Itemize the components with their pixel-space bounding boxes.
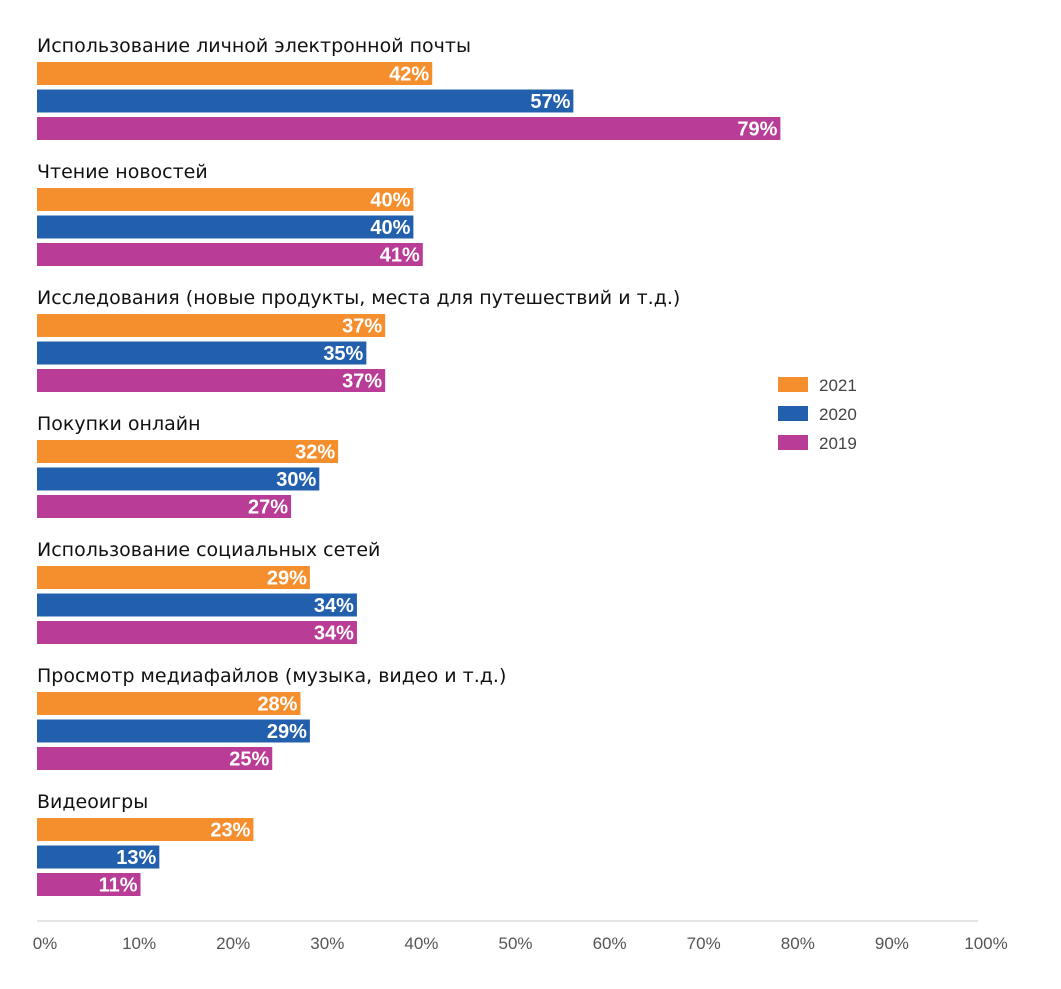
- bar-value-label: 34%: [314, 595, 354, 617]
- bar-value-label: 57%: [530, 91, 570, 113]
- bar-group: Видеоигры 23% 13% 11%: [37, 791, 254, 897]
- bar-value-label: 37%: [342, 371, 382, 393]
- bar-value-label: 11%: [99, 875, 138, 897]
- bar-2019: [37, 621, 357, 644]
- legend-label: 2019: [819, 434, 857, 453]
- bar-2020: [37, 467, 320, 491]
- bar-2019: [37, 747, 273, 770]
- bar-group: Использование социальных сетей 29% 34% 34%: [37, 539, 380, 645]
- bar-value-label: 32%: [295, 442, 335, 464]
- category-label: Использование социальных сетей: [37, 539, 380, 561]
- bar-2019: [37, 369, 386, 392]
- bar-value-label: 25%: [229, 749, 269, 771]
- bar-value-label: 28%: [257, 694, 297, 716]
- x-tick-label: 70%: [687, 934, 721, 953]
- bar-value-label: 27%: [248, 497, 288, 519]
- bar-2020: [37, 719, 310, 743]
- bar-2021: [37, 188, 414, 211]
- legend-item: 2021: [778, 376, 857, 395]
- bar-2019: [37, 873, 141, 896]
- category-label: Использование личной электронной почты: [37, 35, 471, 57]
- category-label: Просмотр медиафайлов (музыка, видео и т.…: [37, 665, 506, 687]
- x-tick-label: 0%: [33, 934, 58, 953]
- bar-group: Чтение новостей 40% 40% 41%: [37, 161, 423, 267]
- bar-value-label: 23%: [210, 820, 250, 842]
- x-tick-label: 50%: [498, 934, 532, 953]
- bar-value-label: 37%: [342, 316, 382, 338]
- bar-2020: [37, 89, 574, 113]
- bar-group: Исследования (новые продукты, места для …: [37, 287, 680, 393]
- x-tick-label: 10%: [122, 934, 156, 953]
- category-label: Исследования (новые продукты, места для …: [37, 287, 680, 309]
- x-tick-label: 80%: [781, 934, 815, 953]
- x-tick-label: 60%: [593, 934, 627, 953]
- bar-value-label: 30%: [276, 469, 316, 491]
- category-label: Чтение новостей: [37, 161, 208, 183]
- bar-2021: [37, 818, 254, 841]
- category-label: Видеоигры: [37, 791, 148, 813]
- x-tick-label: 40%: [404, 934, 438, 953]
- bar-value-label: 29%: [267, 568, 307, 590]
- bar-value-label: 40%: [370, 190, 410, 212]
- bar-groups: Использование личной электронной почты 42…: [37, 35, 781, 897]
- legend-swatch: [778, 406, 808, 421]
- x-axis-ticks: 0% 10% 20% 30% 40% 50% 60% 70% 80% 90% 100%: [33, 934, 1008, 953]
- bar-2020: [37, 215, 414, 239]
- x-tick-label: 90%: [875, 934, 909, 953]
- bar-value-label: 79%: [737, 119, 777, 141]
- legend-swatch: [778, 435, 808, 450]
- bar-value-label: 34%: [314, 623, 354, 645]
- bar-value-label: 42%: [389, 64, 429, 86]
- bar-2021: [37, 692, 301, 715]
- bar-value-label: 29%: [267, 721, 307, 743]
- bar-value-label: 41%: [380, 245, 420, 267]
- bar-2019: [37, 243, 423, 266]
- x-tick-label: 100%: [964, 934, 1007, 953]
- bar-group: Использование личной электронной почты 42…: [37, 35, 781, 141]
- legend: 2021 2020 2019: [778, 376, 857, 453]
- bar-2021: [37, 440, 339, 463]
- bar-2019: [37, 117, 781, 140]
- bar-value-label: 13%: [116, 847, 156, 869]
- bar-group: Покупки онлайн 32% 30% 27%: [37, 413, 339, 519]
- bar-2020: [37, 593, 357, 617]
- bar-2021: [37, 62, 433, 85]
- x-tick-label: 20%: [216, 934, 250, 953]
- bar-2020: [37, 845, 160, 869]
- bar-2020: [37, 341, 367, 365]
- bar-2021: [37, 566, 310, 589]
- bar-group: Просмотр медиафайлов (музыка, видео и т.…: [37, 665, 506, 771]
- legend-label: 2021: [819, 376, 857, 395]
- legend-swatch: [778, 377, 808, 392]
- bar-value-label: 40%: [370, 217, 410, 239]
- legend-item: 2019: [778, 434, 857, 453]
- category-label: Покупки онлайн: [37, 413, 201, 435]
- x-tick-label: 30%: [310, 934, 344, 953]
- bar-value-label: 35%: [323, 343, 363, 365]
- bar-2021: [37, 314, 386, 337]
- legend-item: 2020: [778, 405, 857, 424]
- legend-label: 2020: [819, 405, 857, 424]
- bar-2019: [37, 495, 292, 518]
